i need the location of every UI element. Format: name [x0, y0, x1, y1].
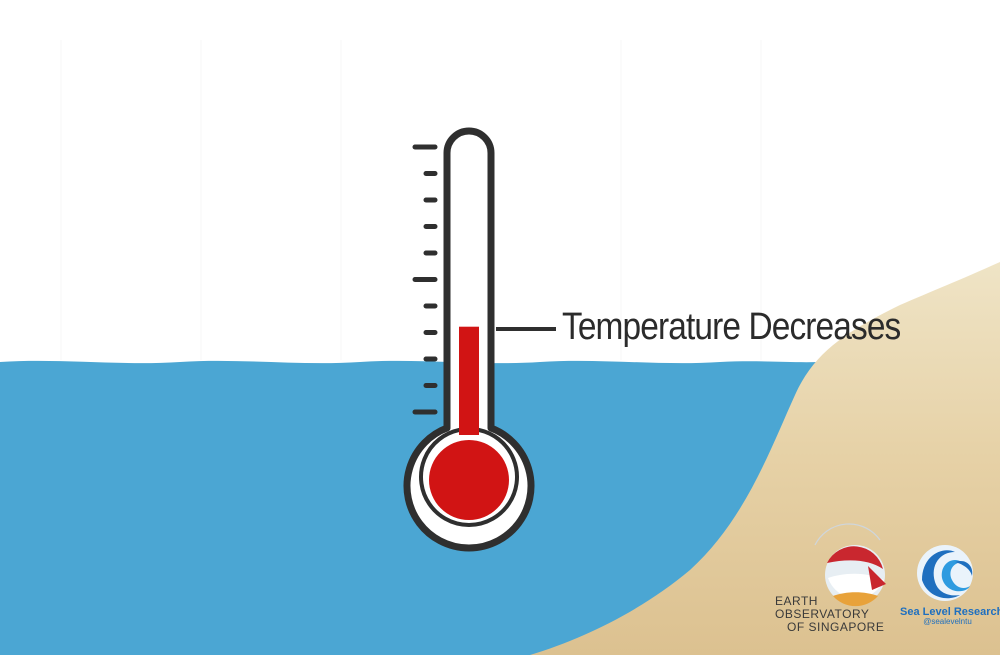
- sea-level-research-logo-icon: [917, 545, 973, 601]
- thermometer-scale: [412, 144, 438, 415]
- eos-line-2: OBSERVATORY: [775, 607, 870, 621]
- sand-hill: [530, 262, 1000, 655]
- mercury-bulb: [429, 440, 509, 520]
- eos-line-3: OF SINGAPORE: [787, 620, 885, 634]
- background-stripes: [60, 40, 762, 360]
- mercury-column: [459, 326, 479, 435]
- eos-line-1: EARTH: [775, 594, 818, 608]
- temperature-decreases-label: Temperature Decreases: [562, 306, 901, 348]
- eos-logo-text: EARTH OBSERVATORY OF SINGAPORE: [775, 595, 895, 634]
- eos-logo-icon: [814, 523, 886, 607]
- slr-title: Sea Level Research: [900, 606, 1000, 618]
- slr-logo-text: Sea Level Research @sealevelntu: [900, 606, 1000, 626]
- thermometer: [403, 127, 535, 552]
- slr-handle: @sealevelntu: [923, 617, 972, 626]
